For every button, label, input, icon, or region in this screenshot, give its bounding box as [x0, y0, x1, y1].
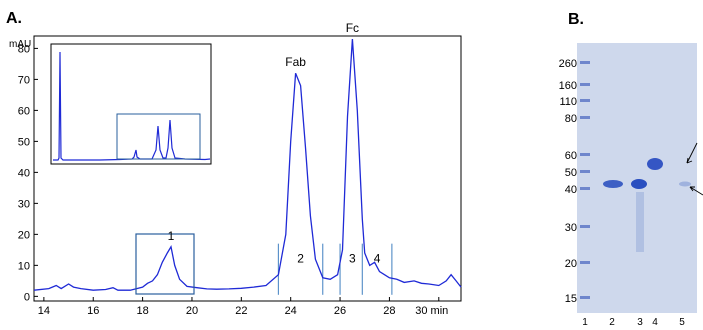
inset-overview [50, 43, 212, 165]
lane-label: 2 [609, 317, 615, 328]
arrow-upper-head [686, 157, 693, 164]
mw-label: 30 [565, 222, 577, 234]
gel-smear-lane3 [636, 192, 644, 252]
ladder-band [580, 61, 590, 64]
x-tick-label: 16 [87, 305, 99, 317]
mw-label: 160 [559, 80, 577, 92]
mw-label: 15 [565, 293, 577, 305]
x-tick-label: 28 [383, 305, 395, 317]
x-tick-label: 18 [136, 305, 148, 317]
chromatogram-trace [33, 39, 462, 291]
mw-label: 110 [559, 96, 577, 108]
gel-band-lane5 [679, 181, 691, 187]
ladder-bands [580, 61, 590, 299]
peak-label: 1 [168, 229, 175, 243]
fraction-markers [277, 243, 393, 295]
y-tick-label: 60 [18, 105, 30, 117]
panel-b-label: B. [568, 11, 584, 28]
panel-a-label: A. [6, 10, 22, 27]
x-tick-label: 22 [235, 305, 247, 317]
ladder-band [580, 116, 590, 119]
ladder-band [580, 170, 590, 173]
x-tick-label: 24 [285, 305, 297, 317]
y-tick-label: 70 [18, 74, 30, 86]
peak-labels: 1 Fab Fc 2 3 4 [168, 21, 381, 265]
y-tick-label: 80 [18, 43, 30, 55]
x-tick-label: 14 [38, 305, 50, 317]
y-tick-label: 40 [18, 167, 30, 179]
gel-band-lane3 [631, 179, 647, 189]
y-tick-label: 10 [18, 260, 30, 272]
x-tick-label: 20 [186, 305, 198, 317]
ladder-band [580, 99, 590, 102]
y-tick-label: 50 [18, 136, 30, 148]
ladder-band [580, 83, 590, 86]
ladder-band [580, 296, 590, 299]
lane-label: 4 [652, 317, 658, 328]
mw-label: 260 [559, 58, 577, 70]
y-tick-label: 20 [18, 229, 30, 241]
peak-label: Fab [285, 55, 306, 69]
mw-label: 60 [565, 150, 577, 162]
zoom-region-box [135, 233, 195, 295]
gel-shade [577, 43, 697, 313]
arrow-upper [686, 142, 698, 164]
mw-label: 50 [565, 167, 577, 179]
gel-band-lane4 [647, 158, 663, 170]
lane-label: 3 [637, 317, 643, 328]
lane-label: 5 [679, 317, 685, 328]
y-tick-label: 0 [24, 291, 30, 303]
y-tick-label: 30 [18, 198, 30, 210]
ladder-band [580, 261, 590, 264]
y-axis-label: mAU [9, 39, 31, 50]
arrow-lower [689, 186, 703, 196]
ladder-band [580, 187, 590, 190]
inset-frame [50, 43, 212, 165]
x-tick-label: 26 [334, 305, 346, 317]
molecular-weight-labels: 260 160 110 80 60 50 40 30 20 15 [559, 58, 577, 305]
peak-label: 3 [349, 251, 356, 265]
y-axis: 0 10 20 30 40 50 60 70 80 [18, 43, 38, 303]
ladder-band [580, 225, 590, 228]
mw-label: 20 [565, 258, 577, 270]
gel-band-lane2 [603, 180, 623, 188]
mw-label: 80 [565, 113, 577, 125]
inset-zoom-box [116, 113, 201, 160]
peak-label: Fc [346, 21, 359, 35]
x-tick-label: 30 min [415, 305, 448, 317]
peak-label: 4 [374, 251, 381, 265]
mw-label: 40 [565, 184, 577, 196]
peak-label: 2 [297, 251, 304, 265]
gel-image [577, 43, 703, 313]
plot-frame [33, 35, 462, 302]
x-axis: 14 16 18 20 22 24 26 28 30 min [38, 297, 448, 317]
ladder-band [580, 153, 590, 156]
lane-label: 1 [582, 317, 588, 328]
arrow-lower-head [689, 186, 695, 192]
